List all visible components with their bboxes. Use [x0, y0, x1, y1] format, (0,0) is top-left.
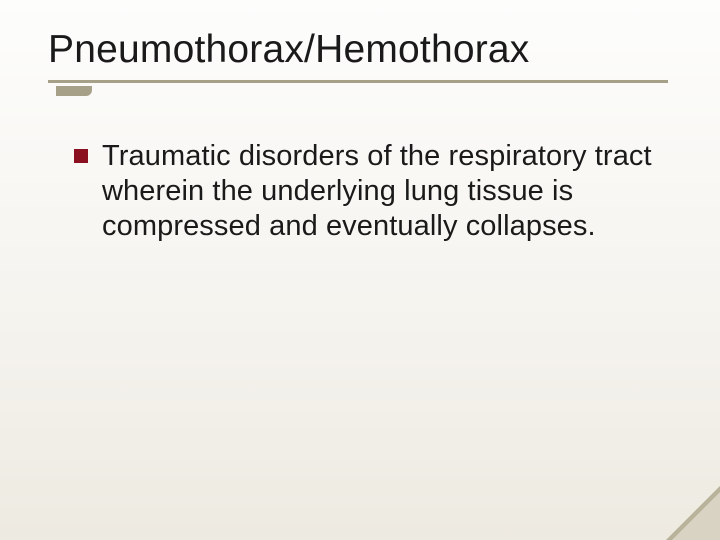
- square-bullet-icon: [74, 149, 88, 163]
- bullet-item: Traumatic disorders of the respiratory t…: [74, 139, 680, 243]
- corner-fold-icon: [640, 460, 720, 540]
- bullet-text: Traumatic disorders of the respiratory t…: [102, 139, 662, 243]
- slide-title: Pneumothorax/Hemothorax: [48, 28, 680, 78]
- title-block: Pneumothorax/Hemothorax: [48, 28, 680, 101]
- content-area: Traumatic disorders of the respiratory t…: [48, 139, 680, 243]
- title-tab: [56, 86, 92, 96]
- slide: Pneumothorax/Hemothorax Traumatic disord…: [0, 0, 720, 540]
- title-underline: [48, 80, 668, 83]
